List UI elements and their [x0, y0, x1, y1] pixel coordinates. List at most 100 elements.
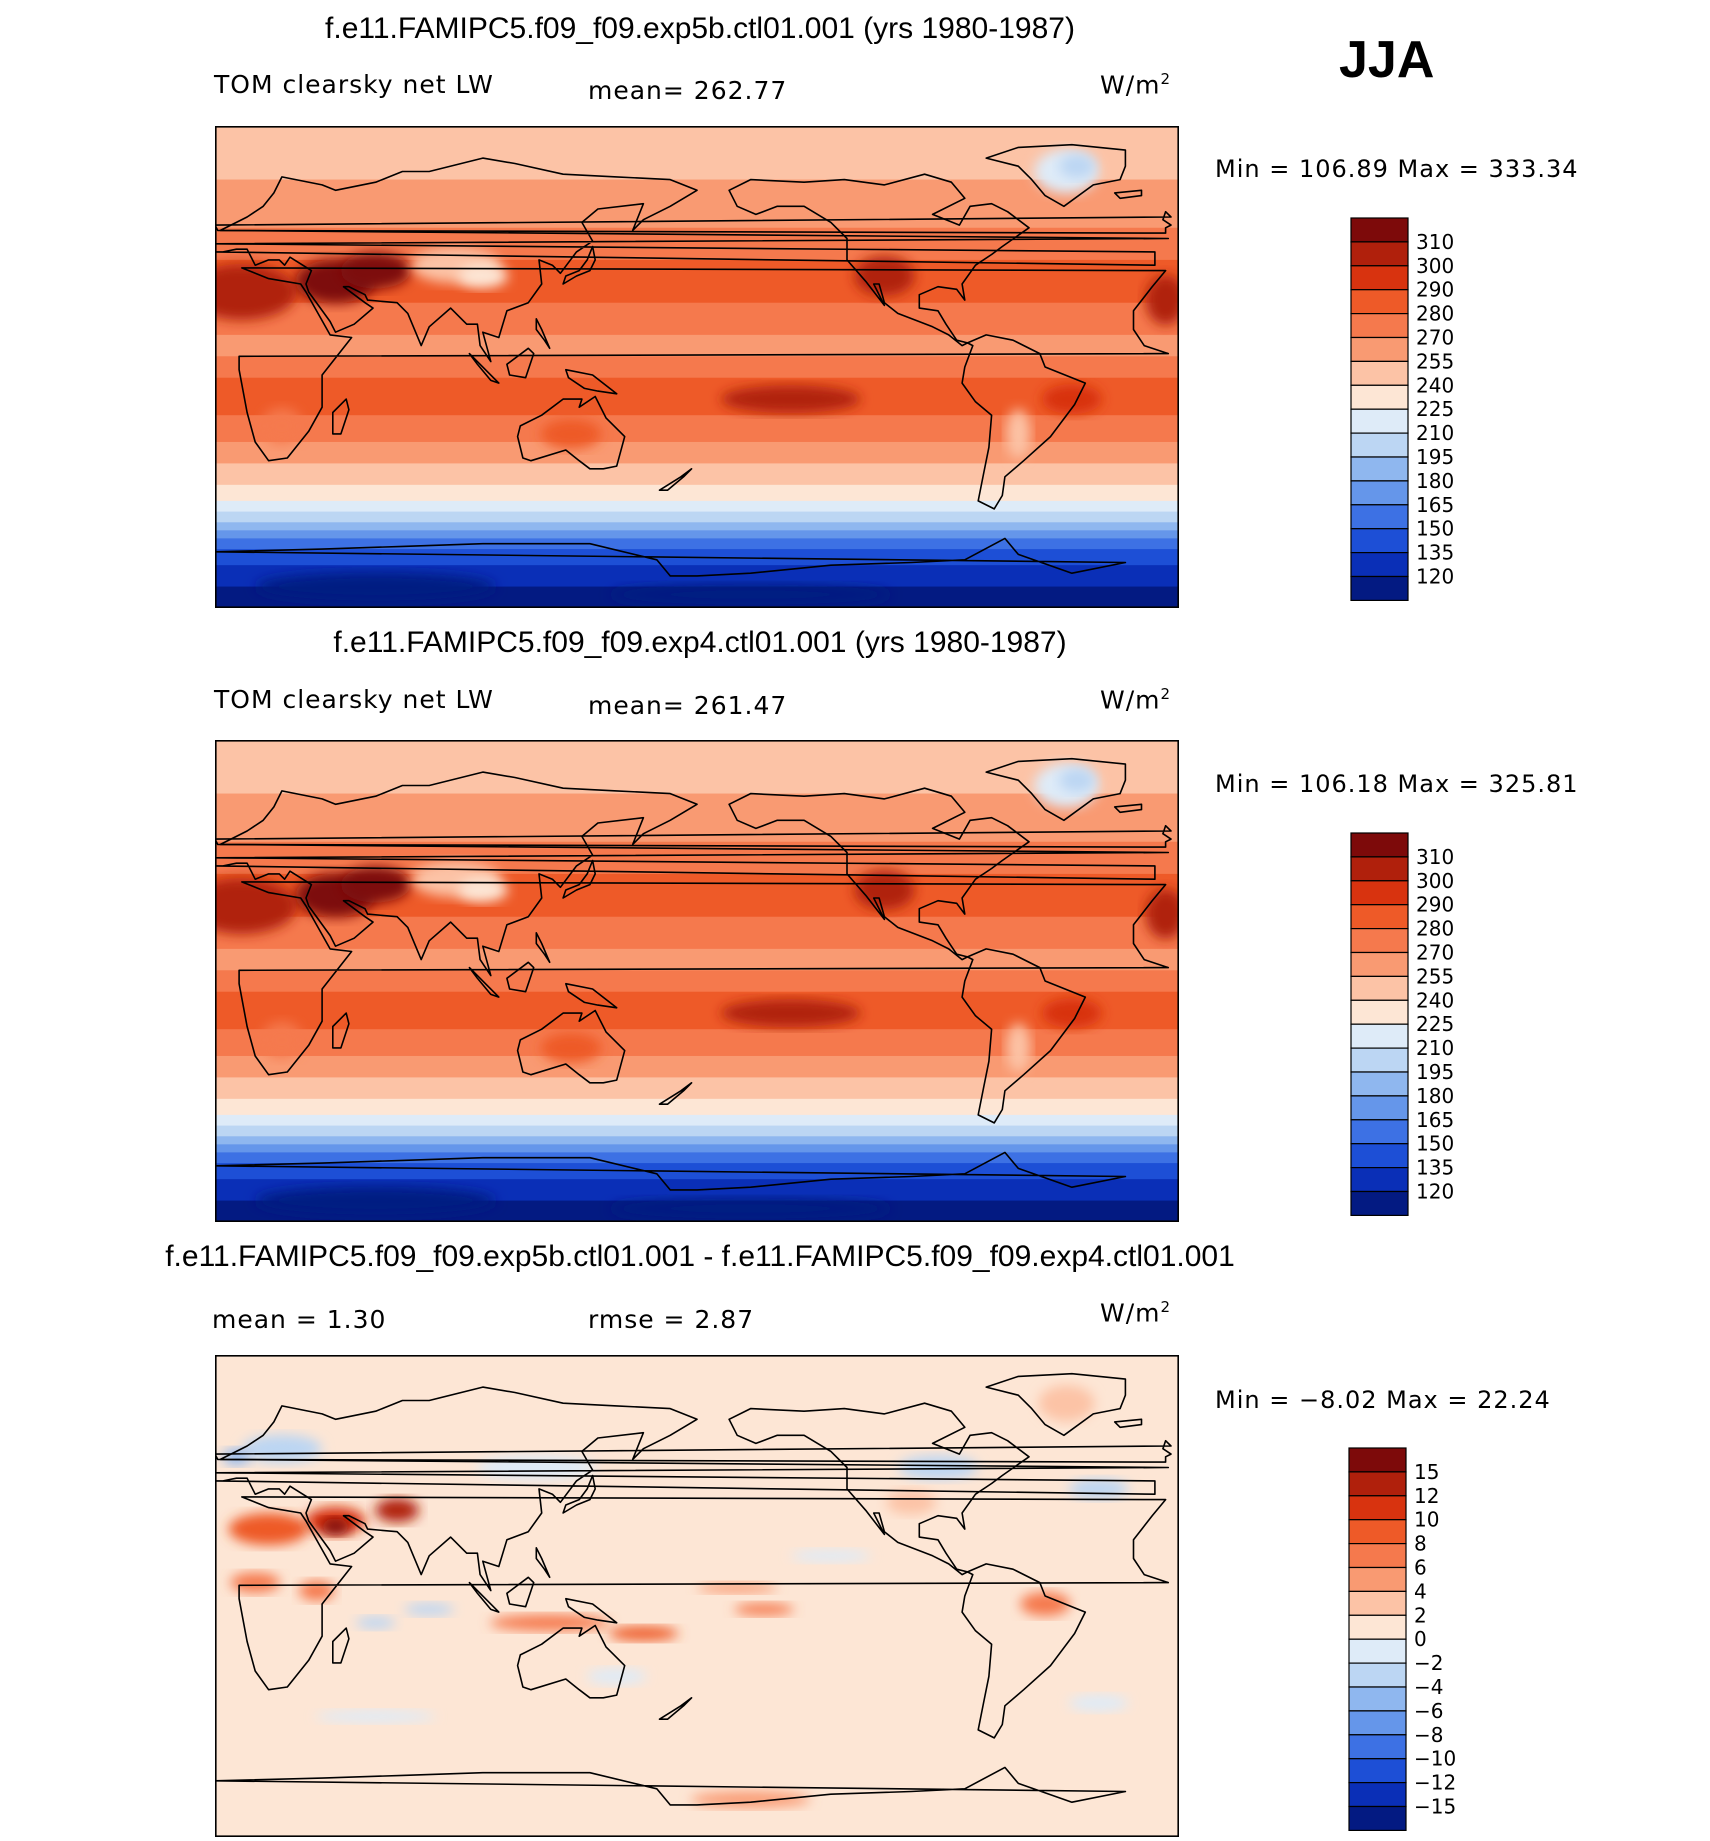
coastline-iceland: [1113, 803, 1143, 814]
contour-region: [489, 1614, 610, 1631]
greenland-cold: [1059, 154, 1096, 179]
coastline-greenland: [985, 143, 1127, 208]
colorbar-tick-label: 165: [1416, 1108, 1454, 1132]
contour-band: [215, 1144, 1179, 1153]
andes: [1006, 1022, 1031, 1073]
coastline-australia: [516, 395, 626, 470]
colorbar-swatch: [1348, 1782, 1407, 1808]
map-frame: [215, 1355, 1179, 1837]
colorbar-tick-label: 8: [1414, 1532, 1427, 1556]
colorbar-tick-label: −4: [1414, 1675, 1443, 1699]
coastline-australia: [516, 1009, 626, 1084]
colorbar-swatch: [1350, 927, 1409, 954]
colorbar-tick-label: 150: [1416, 517, 1454, 541]
coastline-africa: [238, 267, 1170, 462]
colorbar-tick-label: 240: [1416, 373, 1454, 397]
colorbar-swatch: [1350, 480, 1409, 506]
colorbar-swatch: [1350, 575, 1409, 601]
coastline-africa: [238, 881, 1170, 1076]
contour-region: [215, 878, 297, 935]
contour-region: [1068, 1695, 1129, 1712]
colorbar-tick-label: 10: [1414, 1508, 1439, 1532]
coastline-madagascar: [332, 1012, 350, 1049]
colorbar-swatch: [1350, 975, 1409, 1001]
colorbar-swatch: [1348, 1566, 1407, 1592]
contour-band: [215, 511, 1179, 523]
colorbar-tick-label: 290: [1416, 278, 1454, 302]
colorbar-swatch: [1348, 1734, 1407, 1760]
coastline-antarctica: [215, 537, 1127, 577]
colorbar-swatch: [1350, 241, 1409, 267]
coastline-northAmerica: [728, 173, 1030, 347]
colorbar-swatch: [1350, 528, 1409, 554]
colorbar-swatch: [1350, 1095, 1409, 1121]
coastline-philippines: [535, 932, 551, 964]
colorbar-swatch: [1350, 951, 1409, 977]
contour-band: [215, 948, 1179, 971]
contour-band: [215, 356, 1179, 379]
contour-band: [215, 916, 1179, 950]
contour-region: [790, 1549, 871, 1562]
colorbar-tick-label: 150: [1416, 1132, 1454, 1156]
map-frame: [215, 126, 1179, 608]
coastline-greenland: [985, 1372, 1127, 1437]
contour-region: [298, 1580, 335, 1601]
colorbar-tick-label: 270: [1416, 326, 1454, 350]
contour-region: [255, 1186, 496, 1215]
colorbar-swatch: [1350, 832, 1409, 858]
colorbar-swatch: [1350, 856, 1409, 882]
contour-region: [230, 1572, 281, 1593]
colorbar-tick-label: 280: [1416, 302, 1454, 326]
contour-region: [586, 1668, 647, 1685]
colorbar-tick-label: 280: [1416, 917, 1454, 941]
colorbar-swatch: [1348, 1542, 1407, 1569]
coastline-northAmerica: [728, 787, 1030, 961]
coastline-borneo: [506, 1576, 535, 1608]
contour-region: [733, 1603, 794, 1616]
coastline-madagascar: [332, 398, 350, 435]
contour-band: [215, 538, 1179, 550]
colorbar-swatch: [1348, 1471, 1407, 1497]
season-label: JJA: [1339, 31, 1435, 89]
contour-region: [697, 1582, 778, 1593]
colorbar-swatch: [1348, 1686, 1407, 1712]
coastline-sumatra: [468, 352, 500, 384]
coastline-northAmerica: [728, 1402, 1030, 1576]
contour-band: [215, 1055, 1179, 1078]
colorbar-swatch: [1350, 408, 1409, 434]
coastline-newZealand: [658, 1696, 693, 1721]
colorbar-swatch: [1350, 312, 1409, 339]
coastline-greenland: [985, 757, 1127, 822]
coastline-antarctica: [215, 1151, 1127, 1191]
colorbar-tick-label: 0: [1414, 1627, 1427, 1651]
map-frame: [215, 740, 1179, 1222]
coastline-southAmerica: [961, 1563, 1087, 1739]
coastline-newGuinea: [564, 368, 618, 395]
colorbar-swatch: [1348, 1495, 1407, 1521]
coastline-newZealand: [658, 467, 693, 492]
colorbar-swatch: [1350, 289, 1409, 315]
contour-region: [255, 572, 496, 601]
contour-band: [215, 441, 1179, 464]
contour-region: [610, 584, 891, 605]
colorbar-swatch: [1350, 999, 1409, 1025]
coastline-japan: [562, 1474, 597, 1514]
contour-band: [215, 970, 1179, 993]
coastline-madagascar: [332, 1627, 350, 1664]
colorbar-tick-label: 120: [1416, 1180, 1454, 1204]
contour-band: [215, 1136, 1179, 1145]
colorbar-swatch: [1350, 1143, 1409, 1169]
colorbar-tick-label: 240: [1416, 988, 1454, 1012]
colorbar-tick-label: −15: [1414, 1795, 1456, 1819]
coastline-sumatra: [468, 966, 500, 998]
contour-region: [241, 1434, 322, 1463]
contour-region: [608, 1626, 679, 1641]
coastline-borneo: [506, 961, 535, 993]
greenland-cold: [1059, 768, 1096, 793]
colorbar-tick-label: 210: [1416, 421, 1454, 445]
colorbar-tick-label: −8: [1414, 1723, 1443, 1747]
panel-3-title: f.e11.FAMIPC5.f09_f09.exp5b.ctl01.001 - …: [165, 1240, 1235, 1273]
colorbar-tick-label: 270: [1416, 941, 1454, 965]
colorbar-swatch: [1350, 552, 1409, 578]
